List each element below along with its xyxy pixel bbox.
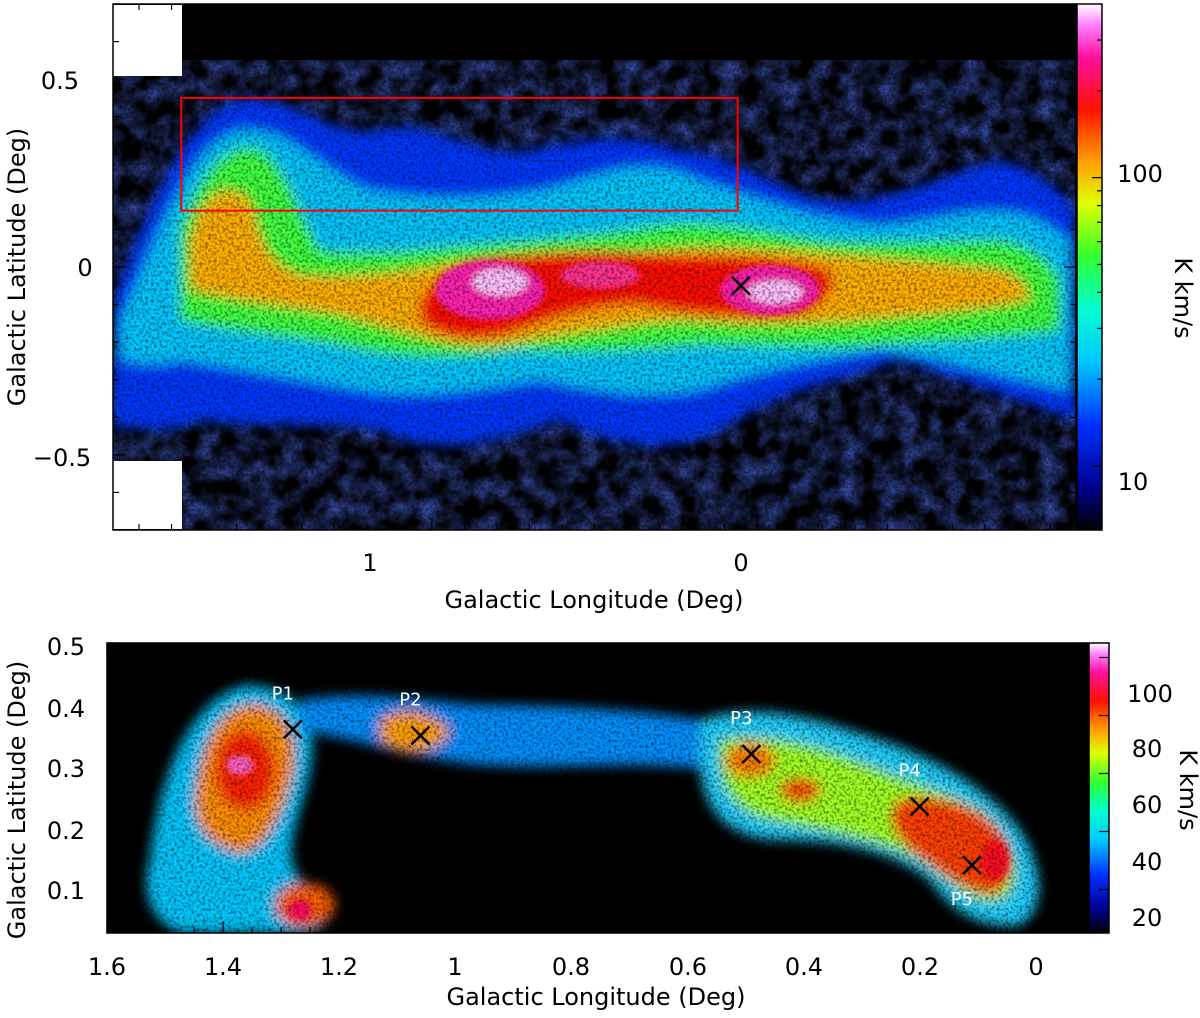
marker-p3: P3 (730, 708, 762, 764)
marker-cross-stroke (909, 796, 930, 817)
top-colorbar-tick-label: 100 (1117, 160, 1163, 188)
marker-cross-stroke (410, 725, 431, 746)
bottom-colorbar-tick-label: 80 (1132, 735, 1163, 763)
bottom-colorbar-tick-label: 60 (1132, 791, 1163, 819)
marker-label: P1 (272, 683, 294, 704)
marker-p4: P4 (899, 761, 930, 817)
marker-p1: P1 (272, 683, 303, 740)
top-highlight-box (180, 96, 739, 212)
bottom-x-tick-label: 1.4 (204, 953, 242, 981)
marker-label: P4 (899, 761, 921, 782)
top-panel: 0.5 0 −0.5 1 0 Galactic Longitude (Deg) … (3, 3, 1197, 614)
top-x-tick-label: 1 (362, 549, 377, 577)
marker-p2: P2 (399, 690, 431, 746)
top-blank-corner-lower (113, 461, 182, 529)
bottom-x-tick-label: 0.4 (785, 953, 823, 981)
marker-cross-stroke (741, 744, 762, 764)
bottom-x-tick-label: 1.2 (320, 953, 358, 981)
bottom-colorbar-ticks (1099, 656, 1109, 891)
bottom-panel: P1 P2 P3 P4 P5 0.1 0.2 0.3 0.4 0.5 1.6 1.4 1… (3, 633, 1200, 1011)
bottom-y-tick-label: 0.3 (47, 755, 85, 783)
bottom-y-axis-title: Galactic Latitude (Deg) (3, 661, 31, 939)
bottom-y-tick-label: 0.2 (47, 817, 85, 845)
top-y-tick-label: 0.5 (41, 67, 79, 95)
marker-label: P3 (730, 708, 752, 729)
bottom-colorbar-title: K km/s (1174, 749, 1200, 830)
top-y-tick-label: −0.5 (33, 444, 91, 472)
top-y-tick-label: 0 (77, 254, 92, 282)
top-colorbar-title: K km/s (1169, 257, 1197, 338)
top-blank-corner-upper (113, 5, 182, 76)
top-x-tick-label: 0 (733, 549, 748, 577)
top-colorbar (1076, 3, 1103, 531)
bottom-y-tick-label: 0.5 (47, 633, 85, 661)
top-axis-ticks (113, 3, 1076, 530)
bottom-plot-frame (106, 642, 1089, 934)
bottom-axis-ticks (106, 642, 1088, 933)
bottom-x-tick-label: 0.6 (669, 953, 707, 981)
marker-cross-stroke (962, 855, 982, 876)
bottom-x-tick-label: 0 (1028, 953, 1043, 981)
bottom-x-tick-label: 0.2 (901, 953, 939, 981)
bottom-y-tick-label: 0.4 (47, 695, 85, 723)
bottom-map-image (107, 643, 1088, 933)
marker-label: P2 (399, 690, 421, 711)
top-map-image (113, 4, 1076, 530)
marker-center (731, 275, 751, 296)
bottom-markers: P1 P2 P3 P4 P5 (272, 683, 982, 910)
top-markers (731, 275, 751, 296)
marker-cross-stroke (282, 719, 303, 740)
bottom-x-tick-label: 0.8 (552, 953, 590, 981)
marker-p5: P5 (951, 855, 982, 910)
marker-cross-stroke (731, 275, 751, 296)
bottom-x-axis-title: Galactic Longitude (Deg) (447, 983, 746, 1011)
bottom-y-tick-label: 0.1 (47, 877, 85, 905)
top-colorbar-tick-label: 10 (1118, 468, 1149, 496)
bottom-colorbar-tick-label: 20 (1132, 904, 1163, 932)
top-x-axis-title: Galactic Longitude (Deg) (445, 586, 744, 614)
bottom-colorbar-tick-label: 100 (1127, 680, 1173, 708)
bottom-x-tick-label: 1.6 (88, 953, 126, 981)
bottom-colorbar-tick-label: 40 (1132, 848, 1163, 876)
bottom-x-tick-label: 1 (447, 953, 462, 981)
top-y-axis-title: Galactic Latitude (Deg) (3, 128, 31, 406)
marker-label: P5 (951, 889, 973, 910)
top-colorbar-ticks (1092, 39, 1102, 467)
